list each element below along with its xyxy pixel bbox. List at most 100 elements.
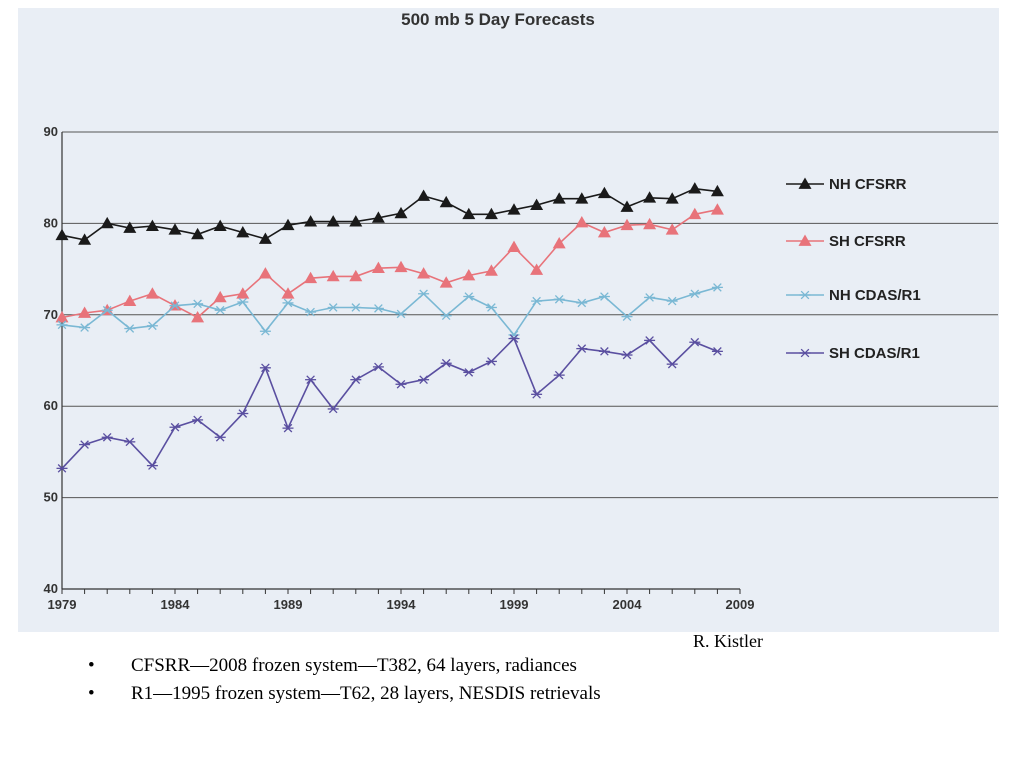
- data-point-nh-cdas-r1: [237, 297, 249, 307]
- x-tick-label: 1979: [48, 597, 77, 612]
- data-point-sh-cdas-r1: [101, 432, 113, 442]
- data-point-sh-cdas-r1: [621, 350, 633, 360]
- data-point-nh-cfsrr: [552, 192, 566, 204]
- data-point-sh-cfsrr: [417, 267, 431, 279]
- legend-marker-sh-cdas-r1: [799, 348, 811, 358]
- data-point-nh-cdas-r1: [666, 296, 678, 306]
- data-point-sh-cdas-r1: [305, 375, 317, 385]
- x-tick-label: 2009: [726, 597, 755, 612]
- data-point-nh-cdas-r1: [485, 303, 497, 312]
- legend-marker-nh-cdas-r1: [799, 290, 811, 300]
- data-point-sh-cfsrr: [371, 261, 385, 274]
- bullet-marker: •: [88, 683, 95, 704]
- data-point-nh-cdas-r1: [576, 298, 588, 308]
- data-point-nh-cdas-r1: [214, 305, 226, 315]
- data-point-nh-cfsrr: [710, 184, 724, 197]
- data-point-nh-cfsrr: [371, 211, 385, 223]
- data-point-nh-cfsrr: [304, 215, 318, 227]
- data-point-nh-cdas-r1: [440, 311, 452, 321]
- data-point-nh-cfsrr: [281, 218, 295, 231]
- bullet-item: • R1—1995 frozen system—T62, 28 layers, …: [88, 682, 601, 710]
- data-point-sh-cdas-r1: [689, 337, 701, 347]
- series-line-nh-cdas-r1: [61, 286, 718, 337]
- data-point-nh-cdas-r1: [711, 283, 723, 292]
- data-point-nh-cfsrr: [597, 186, 611, 199]
- data-point-nh-cfsrr: [530, 198, 544, 210]
- data-point-nh-cfsrr: [688, 182, 702, 194]
- legend-label-nh-cdas-r1: NH CDAS/R1: [829, 287, 921, 304]
- data-point-nh-cdas-r1: [372, 304, 384, 313]
- chart-title: 500 mb 5 Day Forecasts: [401, 10, 595, 29]
- data-point-sh-cfsrr: [597, 226, 611, 238]
- data-point-nh-cdas-r1: [327, 303, 339, 312]
- bullet-text: CFSRR—2008 frozen system—T382, 64 layers…: [131, 655, 577, 676]
- x-tick-label: 1999: [500, 597, 529, 612]
- data-point-sh-cdas-r1: [418, 375, 430, 385]
- data-point-sh-cdas-r1: [576, 344, 588, 353]
- data-point-sh-cfsrr: [281, 287, 295, 299]
- data-point-nh-cfsrr: [78, 233, 92, 245]
- legend-marker-nh-cfsrr: [798, 177, 812, 189]
- data-point-sh-cfsrr: [55, 311, 69, 323]
- data-point-sh-cfsrr: [507, 240, 521, 253]
- data-point-sh-cfsrr: [575, 215, 589, 228]
- data-point-nh-cfsrr: [665, 192, 679, 204]
- data-point-nh-cfsrr: [326, 215, 340, 227]
- data-point-sh-cdas-r1: [531, 390, 543, 399]
- data-point-sh-cdas-r1: [146, 461, 158, 470]
- data-point-sh-cdas-r1: [508, 334, 520, 343]
- y-tick-label: 70: [44, 307, 58, 322]
- data-point-nh-cdas-r1: [259, 326, 271, 336]
- data-point-nh-cfsrr: [484, 207, 498, 220]
- data-point-sh-cfsrr: [213, 290, 227, 303]
- data-point-nh-cdas-r1: [169, 301, 181, 310]
- bullet-text: R1—1995 frozen system—T62, 28 layers, NE…: [131, 683, 601, 704]
- data-point-sh-cdas-r1: [79, 440, 91, 449]
- x-tick-label: 1984: [161, 597, 191, 612]
- data-point-nh-cfsrr: [575, 192, 589, 204]
- series-line-sh-cfsrr: [61, 208, 718, 319]
- data-point-sh-cfsrr: [643, 217, 657, 230]
- data-point-sh-cdas-r1: [440, 358, 452, 368]
- data-point-sh-cdas-r1: [124, 437, 136, 447]
- data-point-sh-cdas-r1: [214, 432, 226, 442]
- data-point-nh-cfsrr: [394, 206, 408, 219]
- data-point-nh-cdas-r1: [689, 289, 701, 299]
- data-point-nh-cfsrr: [213, 219, 227, 232]
- data-point-sh-cdas-r1: [259, 363, 271, 373]
- data-point-nh-cdas-r1: [598, 292, 610, 301]
- data-point-nh-cdas-r1: [146, 321, 158, 331]
- data-point-sh-cfsrr: [236, 287, 250, 299]
- data-point-nh-cfsrr: [123, 221, 137, 233]
- bullet-list: • CFSRR—2008 frozen system—T382, 64 laye…: [88, 654, 601, 710]
- data-point-nh-cdas-r1: [463, 292, 475, 301]
- data-point-nh-cdas-r1: [305, 307, 317, 317]
- data-point-nh-cfsrr: [191, 227, 205, 240]
- data-point-nh-cfsrr: [258, 232, 272, 244]
- data-point-nh-cdas-r1: [282, 298, 294, 308]
- data-point-nh-cfsrr: [349, 215, 363, 227]
- data-point-sh-cdas-r1: [463, 368, 475, 377]
- data-point-sh-cfsrr: [191, 311, 205, 323]
- data-point-nh-cdas-r1: [395, 309, 407, 319]
- data-point-sh-cfsrr: [710, 203, 724, 215]
- data-point-sh-cfsrr: [552, 237, 566, 249]
- x-tick-label: 1989: [274, 597, 303, 612]
- data-point-sh-cdas-r1: [327, 404, 339, 414]
- x-tick-label: 1994: [387, 597, 417, 612]
- data-point-nh-cfsrr: [643, 191, 657, 203]
- y-tick-label: 80: [44, 215, 58, 230]
- data-point-nh-cfsrr: [507, 203, 521, 215]
- data-point-sh-cfsrr: [258, 267, 272, 279]
- chart-figure: 500 mb 5 Day Forecasts 40 50 60 70 80 90 1979 1…: [18, 8, 999, 632]
- data-point-nh-cfsrr: [236, 226, 250, 238]
- data-point-sh-cdas-r1: [666, 359, 678, 369]
- data-point-sh-cdas-r1: [282, 423, 294, 433]
- data-point-sh-cdas-r1: [395, 379, 407, 389]
- data-point-nh-cdas-r1: [418, 289, 430, 299]
- data-point-sh-cdas-r1: [350, 375, 362, 385]
- series-line-sh-cdas-r1: [61, 337, 718, 469]
- data-point-sh-cfsrr: [620, 218, 634, 231]
- data-point-sh-cdas-r1: [644, 336, 656, 345]
- data-point-nh-cfsrr: [417, 189, 431, 201]
